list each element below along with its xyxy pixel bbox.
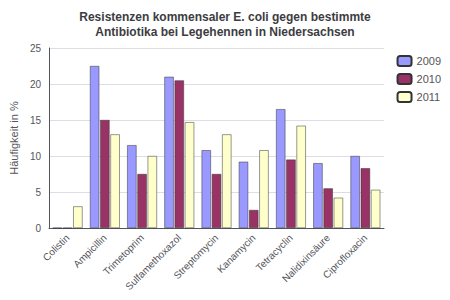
svg-text:Sulfamethoxazol: Sulfamethoxazol — [123, 232, 183, 292]
svg-text:Streptomycin: Streptomycin — [171, 232, 220, 281]
svg-text:0: 0 — [35, 223, 41, 234]
svg-text:Resistenzen kommensaler E. col: Resistenzen kommensaler E. coli gegen be… — [79, 10, 371, 24]
svg-text:Trimetoprim: Trimetoprim — [100, 232, 146, 278]
svg-text:Kanamycin: Kanamycin — [215, 232, 258, 275]
svg-text:Colistin: Colistin — [41, 232, 72, 263]
svg-text:Tetracyclin: Tetracyclin — [253, 232, 295, 274]
svg-text:5: 5 — [35, 187, 41, 198]
svg-text:15: 15 — [30, 115, 42, 126]
svg-text:20: 20 — [30, 79, 42, 90]
svg-text:10: 10 — [30, 151, 42, 162]
svg-text:2009: 2009 — [417, 55, 441, 67]
svg-text:2011: 2011 — [417, 91, 441, 103]
svg-text:Nalidixinsäure: Nalidixinsäure — [279, 232, 333, 285]
svg-text:Häufigkeit in %: Häufigkeit in % — [8, 101, 20, 175]
svg-text:25: 25 — [30, 43, 42, 54]
svg-text:Antibiotika bei Legehennen in: Antibiotika bei Legehennen in Niedersach… — [95, 25, 354, 39]
svg-text:Ciprofloxacin: Ciprofloxacin — [321, 232, 370, 281]
svg-text:2010: 2010 — [417, 73, 441, 85]
svg-text:Ampicillin: Ampicillin — [71, 232, 109, 270]
